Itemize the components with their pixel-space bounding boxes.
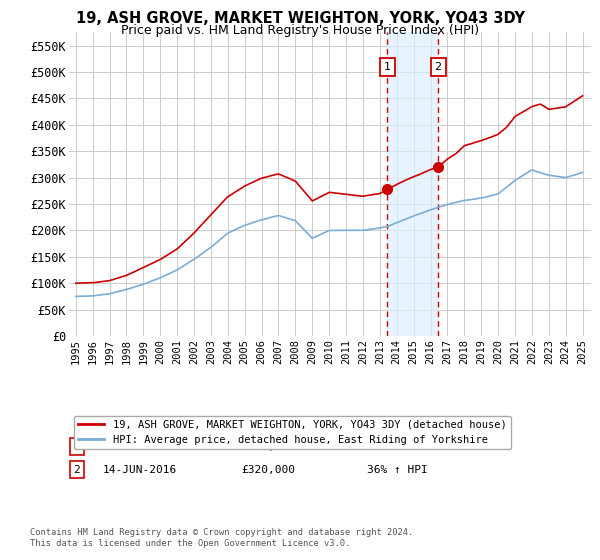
- Text: Contains HM Land Registry data © Crown copyright and database right 2024.
This d: Contains HM Land Registry data © Crown c…: [30, 528, 413, 548]
- Text: 19, ASH GROVE, MARKET WEIGHTON, YORK, YO43 3DY: 19, ASH GROVE, MARKET WEIGHTON, YORK, YO…: [76, 11, 524, 26]
- Text: £279,000: £279,000: [241, 442, 295, 452]
- Text: 14-JUN-2016: 14-JUN-2016: [103, 465, 177, 474]
- Text: 1: 1: [384, 62, 391, 72]
- Text: 2: 2: [434, 62, 442, 72]
- Text: 1: 1: [73, 442, 80, 452]
- Legend: 19, ASH GROVE, MARKET WEIGHTON, YORK, YO43 3DY (detached house), HPI: Average pr: 19, ASH GROVE, MARKET WEIGHTON, YORK, YO…: [74, 416, 511, 449]
- Text: 34% ↑ HPI: 34% ↑ HPI: [367, 442, 427, 452]
- Text: 14-JUN-2013: 14-JUN-2013: [103, 442, 177, 452]
- Bar: [388, 32, 438, 336]
- Text: 36% ↑ HPI: 36% ↑ HPI: [367, 465, 427, 474]
- Text: £320,000: £320,000: [241, 465, 295, 474]
- Text: Price paid vs. HM Land Registry's House Price Index (HPI): Price paid vs. HM Land Registry's House …: [121, 24, 479, 37]
- Text: 2: 2: [73, 465, 80, 474]
